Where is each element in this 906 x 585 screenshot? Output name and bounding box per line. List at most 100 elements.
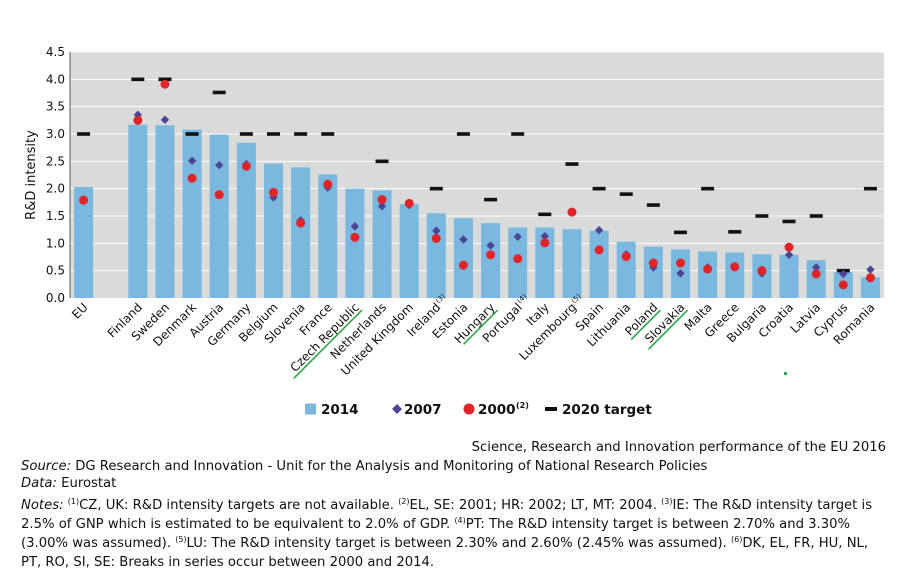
data-line: Data: Eurostat [21, 475, 116, 492]
y-tick-label: 1.5 [46, 209, 65, 223]
point-2000-sweden [160, 79, 170, 89]
point-2000-austria [214, 190, 224, 200]
notes-label: Notes: [21, 498, 64, 513]
y-tick-label: 3.0 [46, 127, 65, 141]
y-tick-label: 3.5 [46, 100, 65, 114]
point-2000-croatia [784, 242, 794, 252]
target-2020-romania [863, 186, 877, 191]
bar-2014-sweden [155, 125, 175, 299]
r-and-d-intensity-chart: 0.0 0.5 1.0 1.5 2.0 2.5 3.0 3.5 4.0 4.5 R&D intens… [24, 45, 884, 418]
bar-2014-latvia [806, 260, 826, 298]
point-2007-romania [866, 265, 875, 274]
bar-2014-eu [74, 187, 94, 298]
point-2007-belgium [269, 193, 278, 202]
target-2020-bulgaria [755, 214, 769, 218]
bar-2014-finland [128, 124, 148, 298]
highlight-underline [648, 309, 689, 350]
point-2000-malta [703, 264, 713, 274]
note-1: (1)CZ, UK: R&D intensity targets are not… [67, 497, 399, 514]
point-2000-hungary [486, 250, 496, 260]
bar-2014-germany [236, 142, 256, 298]
bar-2014-belgium [264, 163, 283, 298]
target-2020-malta [701, 186, 715, 191]
target-2020-luxembourg [565, 162, 579, 166]
point-2000-czech-republic [350, 232, 360, 242]
target-2020-croatia [782, 219, 796, 224]
bar-2014-spain [589, 230, 609, 298]
point-2000-poland [648, 258, 658, 268]
legend-label-2000-footnote: (2) [516, 401, 529, 410]
bar-2014-austria [209, 134, 229, 298]
point-2000-united-kingdom [404, 198, 414, 208]
point-2000-luxembourg [567, 207, 577, 217]
note-4: (4)PT: The R&D intensity target is betwe… [21, 516, 851, 552]
legend-bar-swatch [305, 403, 316, 415]
bar-2014-lithuania [616, 241, 636, 298]
target-2020-estonia [456, 132, 470, 136]
point-2000-lithuania [621, 251, 631, 261]
x-tick-label: EU [69, 300, 90, 321]
point-2007-croatia [784, 250, 794, 260]
data-label: Data: [21, 476, 57, 491]
target-2020-austria [212, 90, 226, 95]
point-2000-ireland [431, 233, 441, 243]
highlight-underline [462, 309, 499, 345]
point-2007-denmark [187, 156, 197, 165]
bar-2014-romania [860, 277, 880, 298]
y-tick-label: 1.0 [46, 236, 65, 250]
legend-dash-swatch [545, 407, 557, 411]
point-2000-romania [865, 273, 875, 283]
point-2000-bulgaria [757, 266, 767, 276]
target-2020-spain [592, 186, 606, 191]
chart-credit: Science, Research and Innovation perform… [471, 440, 886, 455]
point-2007-slovakia [676, 269, 685, 278]
point-2007-cyprus [839, 269, 848, 279]
target-2020-netherlands [375, 159, 389, 164]
y-tick-label: 4.5 [46, 45, 65, 59]
point-2007-estonia [459, 235, 468, 244]
plot-background [70, 52, 884, 298]
y-tick-label: 2.5 [46, 154, 65, 168]
stray-mark [784, 372, 787, 375]
bar-2014-poland [643, 246, 663, 298]
bar-2014-greece [725, 252, 745, 298]
bar-2014-malta [698, 251, 718, 298]
y-tick-label: 4.0 [46, 72, 65, 86]
bar-2014-slovenia [291, 167, 311, 298]
point-2000-spain [594, 245, 604, 255]
legend-dot-swatch [463, 403, 475, 415]
note-5: (5)LU: The R&D intensity target is betwe… [175, 535, 732, 552]
point-2007-spain [594, 226, 604, 235]
point-2000-slovenia [296, 218, 306, 228]
target-2020-eu [77, 132, 91, 136]
note-6: (6)DK, EL, FR, HU, NL, PT, RO, SI, SE: B… [21, 535, 869, 571]
target-2020-sweden [158, 77, 172, 82]
point-2000-slovakia [676, 258, 685, 268]
point-2000-belgium [269, 187, 278, 197]
source-text: DG Research and Innovation - Unit for th… [71, 459, 708, 474]
target-2020-slovenia [294, 132, 308, 136]
bar-2014-estonia [453, 218, 473, 298]
bar-2014-hungary [481, 223, 501, 298]
point-2007-ireland [432, 226, 441, 235]
notes: Notes: (1)CZ, UK: R&D intensity targets … [21, 496, 891, 572]
target-2020-portugal [511, 132, 525, 136]
point-2000-portugal [513, 254, 523, 264]
target-2020-germany [239, 132, 253, 136]
bar-2014-italy [535, 227, 555, 298]
point-2000-france [323, 179, 333, 189]
point-2000-greece [730, 262, 740, 272]
target-2020-belgium [267, 132, 280, 136]
target-2020-slovakia [674, 230, 687, 235]
point-2007-italy [540, 232, 550, 241]
point-2007-netherlands [377, 201, 387, 211]
point-2000-italy [540, 238, 550, 248]
highlight-underline [293, 309, 363, 379]
bar-2014-luxembourg [562, 229, 582, 298]
target-2020-france [321, 132, 335, 136]
x-tick-eu: EU [69, 300, 90, 321]
bar-2014-croatia [779, 254, 799, 298]
target-2020-lithuania [619, 192, 633, 196]
target-2020-ireland [429, 186, 443, 191]
point-2007-sweden [160, 115, 170, 124]
